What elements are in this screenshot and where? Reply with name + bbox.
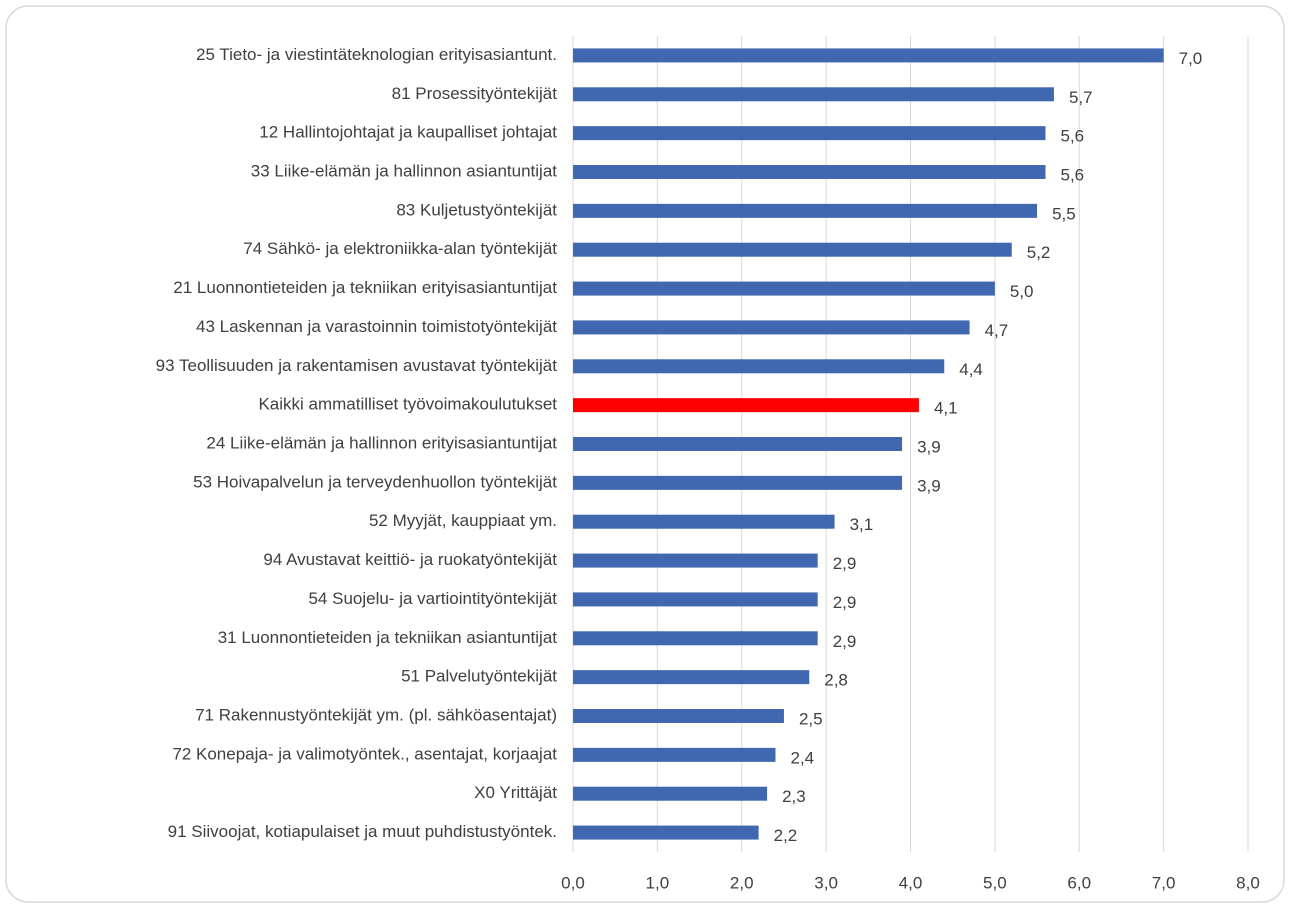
y-tick-label: Kaikki ammatilliset työvoimakoulutukset [258,395,557,414]
y-tick-label: 72 Konepaja- ja valimotyöntek., asentaja… [172,744,557,763]
value-label: 4,1 [934,399,958,418]
bar [573,359,945,374]
bar [573,631,818,646]
y-tick-label: 54 Suojelu- ja vartiointityöntekijät [308,589,557,608]
y-tick-label: 81 Prosessityöntekijät [392,84,558,103]
x-tick-label: 7,0 [1152,873,1176,892]
chart-border [5,5,1285,903]
value-label: 7,0 [1179,49,1203,68]
y-tick-label: 12 Hallintojohtajat ja kaupalliset johta… [259,123,557,142]
x-tick-label: 1,0 [646,873,670,892]
y-tick-label: X0 Yrittäjät [474,783,557,802]
x-tick-label: 3,0 [814,873,838,892]
bar [573,475,903,490]
bar [573,592,818,607]
bar [573,87,1054,102]
value-label: 5,5 [1052,204,1076,223]
bar [573,48,1164,63]
y-tick-label: 24 Liike-elämän ja hallinnon erityisasia… [206,433,557,452]
bar [573,437,903,451]
x-tick-label: 6,0 [1067,873,1091,892]
x-tick-label: 0,0 [561,873,585,892]
value-label: 3,1 [850,515,874,534]
y-tick-label: 94 Avustavat keittiö- ja ruokatyöntekijä… [263,550,557,569]
value-label: 3,9 [917,437,941,456]
x-tick-label: 2,0 [730,873,754,892]
value-label: 4,7 [985,321,1009,340]
x-tick-label: 4,0 [899,873,923,892]
value-label: 2,3 [782,787,806,806]
y-tick-label: 53 Hoivapalvelun ja terveydenhuollon työ… [193,472,557,491]
bar [573,320,970,335]
bar [573,670,810,685]
value-label: 5,6 [1061,127,1085,146]
value-label: 3,9 [917,476,941,495]
value-label: 2,5 [799,709,823,728]
y-tick-label: 83 Kuljetustyöntekijät [396,200,557,219]
y-tick-label: 71 Rakennustyöntekijät ym. (pl. sähköase… [195,705,557,724]
value-label: 5,6 [1061,165,1085,184]
bar [573,514,835,529]
bar [573,203,1038,218]
x-tick-label: 8,0 [1236,873,1260,892]
y-tick-label: 33 Liike-elämän ja hallinnon asiantuntij… [251,161,557,180]
bar [573,786,768,801]
value-label: 2,9 [833,632,857,651]
value-label: 2,2 [774,826,798,845]
y-tick-label: 51 Palvelutyöntekijät [401,667,557,686]
value-label: 5,7 [1069,88,1093,107]
y-tick-label: 21 Luonnontieteiden ja tekniikan erityis… [173,278,557,297]
bar [573,165,1046,179]
value-label: 2,4 [791,748,815,767]
bar [573,126,1046,141]
y-tick-label: 52 Myyjät, kauppiaat ym. [369,511,557,530]
x-tick-label: 5,0 [983,873,1007,892]
bar [573,398,919,413]
value-label: 2,8 [824,671,848,690]
bar [573,747,776,762]
value-label: 5,2 [1027,243,1051,262]
y-tick-label: 93 Teollisuuden ja rakentamisen avustava… [156,356,558,375]
bar [573,242,1012,257]
y-tick-label: 31 Luonnontieteiden ja tekniikan asiantu… [218,628,558,647]
value-label: 4,4 [959,360,983,379]
y-tick-label: 91 Siivoojat, kotiapulaiset ja muut puhd… [168,822,557,841]
bar [573,825,759,840]
y-tick-label: 74 Sähkö- ja elektroniikka-alan työnteki… [243,239,557,258]
value-label: 2,9 [833,593,857,612]
y-tick-label: 25 Tieto- ja viestintäteknologian erityi… [196,45,557,64]
y-tick-label: 43 Laskennan ja varastoinnin toimistotyö… [196,317,557,336]
bar [573,553,818,568]
bar [573,709,784,723]
bar [573,281,995,296]
value-label: 5,0 [1010,282,1034,301]
value-label: 2,9 [833,554,857,573]
